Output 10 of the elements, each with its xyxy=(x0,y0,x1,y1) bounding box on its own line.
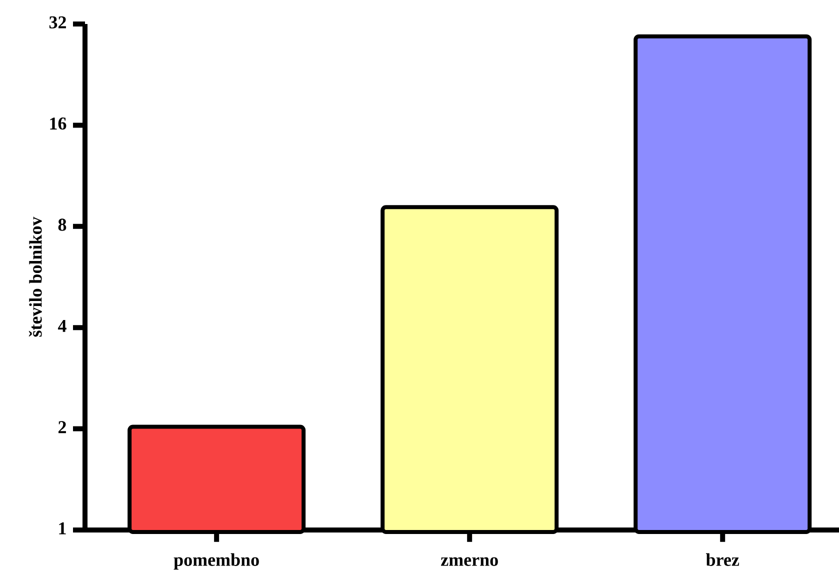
y-tick-label: 32 xyxy=(49,16,66,28)
y-axis-title: število bolnikov xyxy=(28,216,42,337)
y-tick-label: 1 xyxy=(59,522,66,534)
x-tick-label: brez xyxy=(706,553,740,566)
x-tick-label: pomembno xyxy=(174,553,259,570)
y-tick-label: 8 xyxy=(58,218,66,231)
y-tick-label: 4 xyxy=(58,320,66,332)
y-tick-label: 2 xyxy=(58,421,66,434)
x-tick-label: zmerno xyxy=(440,557,498,566)
y-tick-label: 16 xyxy=(50,118,66,130)
